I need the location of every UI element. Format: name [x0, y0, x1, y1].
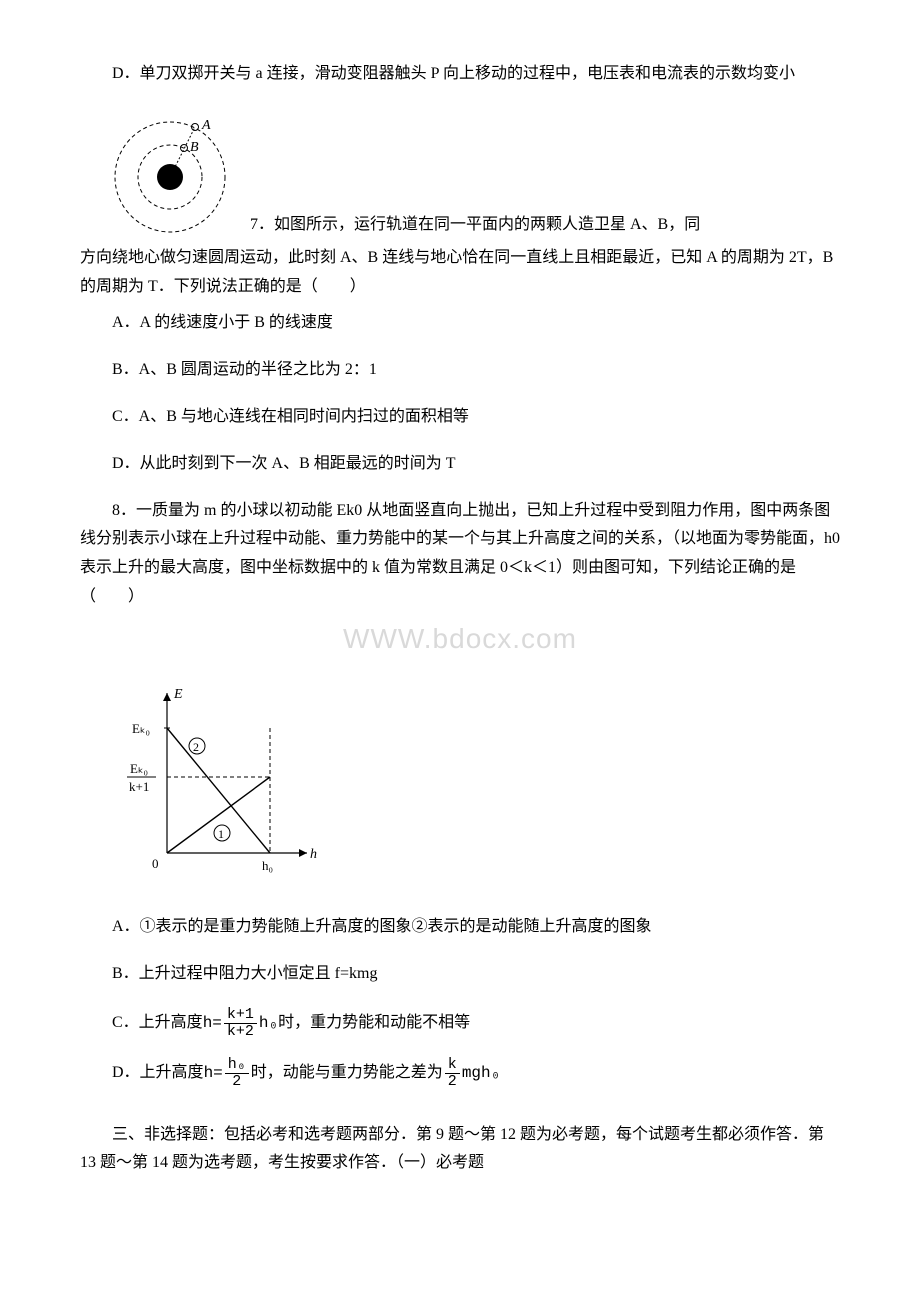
q7-option-b: B．A、B 圆周运动的半径之比为 2：1	[80, 356, 840, 385]
q8d-fraction1: h₀ 2	[225, 1057, 249, 1091]
orbit-diagram: A B	[80, 99, 250, 244]
q8d-num2: k	[445, 1057, 460, 1075]
q7-option-c: C．A、B 与地心连线在相同时间内扫过的面积相等	[80, 403, 840, 432]
x-axis-label: h	[310, 847, 317, 862]
line1-label: 1	[218, 827, 224, 841]
q6-option-d: D．单刀双掷开关与 a 连接，滑动变阻器触头 P 向上移动的过程中，电压表和电流…	[80, 60, 840, 89]
q8d-fraction2: k 2	[445, 1057, 460, 1091]
line2-label: 2	[193, 740, 199, 754]
q8c-h: h=	[203, 1009, 222, 1038]
q8c-pre: C．上升高度	[112, 1009, 203, 1038]
y-axis-label: E	[173, 687, 183, 702]
q7-option-d: D．从此时刻到下一次 A、B 相距最远的时间为 T	[80, 450, 840, 479]
q8-option-a: A．①表示的是重力势能随上升高度的图象②表示的是动能随上升高度的图象	[80, 913, 840, 942]
q7-figure-row: A B 7．如图所示，运行轨道在同一平面内的两颗人造卫星 A、B，同	[80, 99, 840, 244]
q8c-fraction: k+1 k+2	[224, 1007, 257, 1041]
q8d-den1: 2	[225, 1074, 249, 1091]
q8-option-b: B．上升过程中阻力大小恒定且 f=kmg	[80, 960, 840, 989]
y-tick-ek0: Eₖ₀	[132, 721, 150, 736]
label-b: B	[190, 140, 199, 155]
q7-stem-cont: 方向绕地心做匀速圆周运动，此时刻 A、B 连线与地心恰在同一直线上且相距最近，已…	[80, 244, 840, 302]
q8d-post: mgh₀	[462, 1059, 500, 1088]
y-tick-frac-num: Eₖ₀	[130, 761, 148, 776]
q8d-mid: 时，动能与重力势能之差为	[251, 1059, 443, 1088]
q8-stem: 8．一质量为 m 的小球以初动能 Ek0 从地面竖直向上抛出，已知上升过程中受到…	[80, 497, 840, 612]
q8-option-c: C．上升高度 h= k+1 k+2 h₀ 时，重力势能和动能不相等	[80, 1007, 840, 1041]
q8-option-d: D．上升高度 h= h₀ 2 时，动能与重力势能之差为 k 2 mgh₀	[80, 1057, 840, 1091]
q8d-den2: 2	[445, 1074, 460, 1091]
q8-figure: E Eₖ₀ Eₖ₀ k+1 0 h₀ h 1 2	[80, 678, 840, 899]
q8c-den: k+2	[224, 1024, 257, 1041]
q8c-h0: h₀	[259, 1009, 278, 1038]
q7-option-a: A．A 的线速度小于 B 的线速度	[80, 309, 840, 338]
section3-title: 三、非选择题：包括必考和选考题两部分．第 9 题～第 12 题为必考题，每个试题…	[80, 1121, 840, 1179]
energy-graph: E Eₖ₀ Eₖ₀ k+1 0 h₀ h 1 2	[112, 678, 322, 878]
y-tick-frac-den: k+1	[129, 779, 149, 794]
q8d-pre: D．上升高度	[112, 1059, 204, 1088]
q7-stem-inline: 7．如图所示，运行轨道在同一平面内的两颗人造卫星 A、B，同	[250, 211, 840, 240]
q8c-post: 时，重力势能和动能不相等	[278, 1009, 470, 1038]
q8d-h: h=	[204, 1059, 223, 1088]
q8d-num1: h₀	[225, 1057, 249, 1075]
origin-label: 0	[152, 856, 159, 871]
watermark-text: WWW.bdocx.com	[80, 614, 840, 664]
q8c-num: k+1	[224, 1007, 257, 1025]
label-a: A	[201, 118, 211, 133]
x-tick-h0: h₀	[262, 858, 273, 873]
